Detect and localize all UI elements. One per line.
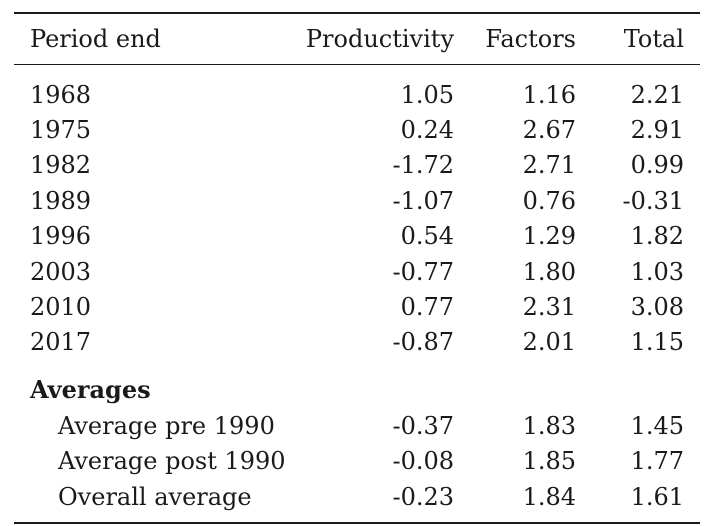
- cell-period: 2010: [30, 293, 92, 322]
- table-row: 1968 1.05 1.16 2.21: [14, 65, 700, 113]
- cell-total: 3.08: [630, 293, 684, 322]
- cell-total: 1.15: [630, 328, 684, 357]
- cell-factors: 1.84: [522, 482, 576, 511]
- average-row: Overall average -0.23 1.84 1.61: [14, 479, 700, 524]
- cell-productivity: -0.87: [392, 328, 454, 357]
- table-row: 2017 -0.87 2.01 1.15: [14, 325, 700, 360]
- cell-productivity: -0.37: [392, 411, 454, 440]
- cell-period: 2003: [30, 257, 92, 286]
- cell-total: 1.82: [630, 222, 684, 251]
- cell-total: 0.99: [630, 151, 684, 180]
- cell-period: 1982: [30, 151, 92, 180]
- section-label-averages: Averages: [30, 374, 151, 404]
- section-header-row: Averages: [14, 360, 700, 408]
- cell-total: 1.61: [630, 482, 684, 511]
- cell-factors: 1.16: [522, 80, 576, 109]
- cell-period: 1989: [30, 186, 92, 215]
- cell-factors: 2.71: [522, 151, 576, 180]
- cell-total: 1.03: [630, 257, 684, 286]
- header-factors: Factors: [485, 25, 576, 53]
- table-row: 2010 0.77 2.31 3.08: [14, 289, 700, 324]
- table-row: 1975 0.24 2.67 2.91: [14, 112, 700, 147]
- cell-average-label: Overall average: [58, 482, 252, 511]
- data-table-container: Period end Productivity Factors Total 19…: [14, 12, 700, 524]
- cell-productivity: -0.77: [392, 257, 454, 286]
- cell-average-label: Average post 1990: [58, 447, 286, 476]
- average-row: Average post 1990 -0.08 1.85 1.77: [14, 444, 700, 479]
- cell-productivity: -1.72: [392, 151, 454, 180]
- cell-period: 1968: [30, 80, 92, 109]
- cell-average-label: Average pre 1990: [58, 411, 275, 440]
- cell-productivity: 0.24: [400, 116, 454, 145]
- data-table: Period end Productivity Factors Total 19…: [14, 12, 700, 524]
- cell-factors: 1.80: [522, 257, 576, 286]
- average-row: Average pre 1990 -0.37 1.83 1.45: [14, 408, 700, 443]
- cell-productivity: -1.07: [392, 186, 454, 215]
- cell-factors: 1.85: [522, 447, 576, 476]
- cell-productivity: 0.77: [400, 293, 454, 322]
- cell-total: 2.91: [630, 116, 684, 145]
- cell-total: -0.31: [622, 186, 684, 215]
- header-period-end: Period end: [30, 25, 161, 53]
- table-row: 2003 -0.77 1.80 1.03: [14, 254, 700, 289]
- header-row: Period end Productivity Factors Total: [14, 13, 700, 65]
- cell-period: 1996: [30, 222, 92, 251]
- cell-factors: 0.76: [522, 186, 576, 215]
- table-row: 1989 -1.07 0.76 -0.31: [14, 183, 700, 218]
- cell-total: 1.45: [630, 411, 684, 440]
- cell-period: 1975: [30, 116, 92, 145]
- cell-factors: 2.31: [522, 293, 576, 322]
- cell-period: 2017: [30, 328, 92, 357]
- table-row: 1996 0.54 1.29 1.82: [14, 219, 700, 254]
- cell-productivity: 1.05: [400, 80, 454, 109]
- cell-productivity: -0.23: [392, 482, 454, 511]
- cell-factors: 2.67: [522, 116, 576, 145]
- header-productivity: Productivity: [305, 25, 454, 53]
- cell-factors: 1.29: [522, 222, 576, 251]
- cell-productivity: -0.08: [392, 447, 454, 476]
- table-row: 1982 -1.72 2.71 0.99: [14, 148, 700, 183]
- cell-total: 2.21: [630, 80, 684, 109]
- cell-productivity: 0.54: [400, 222, 454, 251]
- cell-total: 1.77: [630, 447, 684, 476]
- cell-factors: 2.01: [522, 328, 576, 357]
- header-total: Total: [623, 25, 684, 53]
- cell-factors: 1.83: [522, 411, 576, 440]
